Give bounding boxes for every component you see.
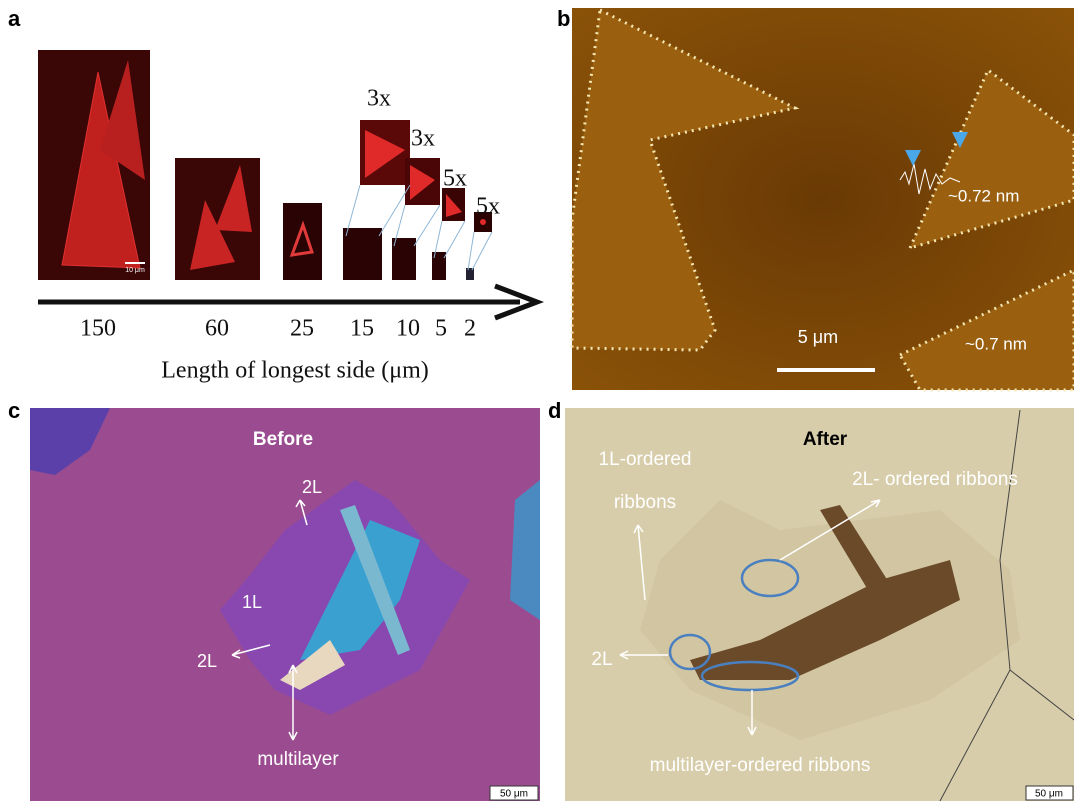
annotation: ~0.72 nm: [948, 186, 1019, 205]
panel-label: a: [8, 6, 21, 31]
image: [343, 228, 382, 280]
size-label: 60: [205, 316, 229, 342]
annotation: 2L: [197, 651, 217, 671]
annotation: multilayer: [257, 749, 339, 770]
size-label: 25: [290, 316, 314, 342]
annotation: ~0.7 nm: [965, 334, 1027, 353]
annotation: 2L- ordered ribbons: [852, 469, 1018, 490]
image: [466, 268, 474, 280]
panel-b: b ~0.72 nm ~0.7 nm 5 μm: [557, 6, 1074, 390]
annotation: 1L-ordered: [599, 449, 692, 470]
panel-c: c Before 2L 1L 2L multilayer 50 μm: [8, 398, 540, 801]
magnification: 5x: [476, 194, 500, 220]
size-label: 2: [464, 316, 476, 342]
annotation: 1L: [242, 592, 262, 612]
scale-text: 5 μm: [798, 327, 838, 347]
scale-text: 50 μm: [1035, 789, 1063, 800]
size-label: 150: [80, 316, 116, 342]
size-label: 15: [350, 316, 374, 342]
figure: a 10 μm 3x 3x 5x 5x 1506025151052 Length: [0, 0, 1074, 801]
magnification: 3x: [367, 86, 391, 112]
image: [283, 203, 322, 280]
annotation: 2L: [302, 477, 322, 497]
size-label: 10: [396, 316, 420, 342]
scale-text: 50 μm: [500, 789, 528, 800]
panel-label: d: [548, 398, 561, 423]
panel-label: b: [557, 6, 570, 31]
image: [392, 238, 416, 280]
annotation: ribbons: [614, 492, 676, 513]
scale-bar: [125, 262, 145, 264]
axis-label: Length of longest side (μm): [161, 358, 428, 384]
size-label: 5: [435, 316, 447, 342]
annotation: 2L: [591, 649, 612, 670]
magnification: 5x: [443, 166, 467, 192]
magnification: 3x: [411, 126, 435, 152]
scale-text: 10 μm: [125, 267, 145, 274]
panel-label: c: [8, 398, 20, 423]
panel-d: d After 1L-ordered ribbons 2L- ordered r…: [548, 398, 1074, 801]
flake: [480, 219, 486, 225]
title: Before: [253, 429, 313, 450]
annotation: multilayer-ordered ribbons: [650, 755, 871, 776]
title: After: [803, 429, 848, 450]
